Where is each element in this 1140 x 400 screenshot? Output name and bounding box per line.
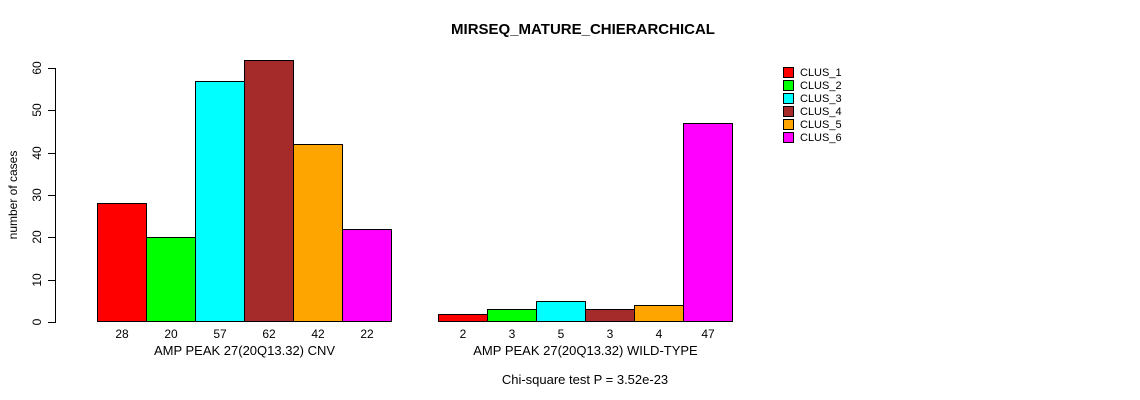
y-axis-tick [48,237,55,238]
bar [683,123,733,322]
legend-swatch [783,132,794,143]
bar-value-label: 28 [115,327,129,341]
legend-swatch [783,106,794,117]
bar [195,81,245,322]
bar [97,203,147,322]
chart-title: MIRSEQ_MATURE_CHIERARCHICAL [451,21,715,38]
bar-value-label: 3 [508,327,516,341]
y-axis-tick [48,110,55,111]
legend-item: CLUS_6 [783,131,842,144]
bar-value-label: 47 [701,327,715,341]
legend-swatch [783,80,794,91]
legend-swatch [783,119,794,130]
y-axis-tick [48,195,55,196]
legend-swatch [783,67,794,78]
bar [342,229,392,322]
y-axis-line [55,68,56,323]
x-axis-group-label: AMP PEAK 27(20Q13.32) CNV [153,343,336,358]
y-axis-tick [48,153,55,154]
bar [244,60,294,322]
bar-value-label: 20 [164,327,178,341]
y-axis-tick [48,280,55,281]
legend-label: CLUS_5 [800,118,842,131]
legend-label: CLUS_3 [800,92,842,105]
bar-value-label: 62 [262,327,276,341]
bar-value-label: 42 [311,327,325,341]
bar-value-label: 5 [557,327,565,341]
legend-item: CLUS_1 [783,66,842,79]
y-axis-tick [48,322,55,323]
bar-value-label: 3 [606,327,614,341]
legend-label: CLUS_2 [800,79,842,92]
legend-item: CLUS_2 [783,79,842,92]
bar-value-label: 4 [655,327,663,341]
chi-square-caption: Chi-square test P = 3.52e-23 [501,372,669,387]
legend-swatch [783,93,794,104]
legend-item: CLUS_4 [783,105,842,118]
legend-item: CLUS_5 [783,118,842,131]
legend-label: CLUS_4 [800,105,842,118]
bar-value-label: 22 [360,327,374,341]
legend-label: CLUS_6 [800,131,842,144]
legend-item: CLUS_3 [783,92,842,105]
bar-value-label: 2 [459,327,467,341]
bar-value-label: 57 [213,327,227,341]
legend-label: CLUS_1 [800,66,842,79]
x-axis-group-label: AMP PEAK 27(20Q13.32) WILD-TYPE [473,343,698,358]
y-axis-tick [48,68,55,69]
bar [293,144,343,322]
